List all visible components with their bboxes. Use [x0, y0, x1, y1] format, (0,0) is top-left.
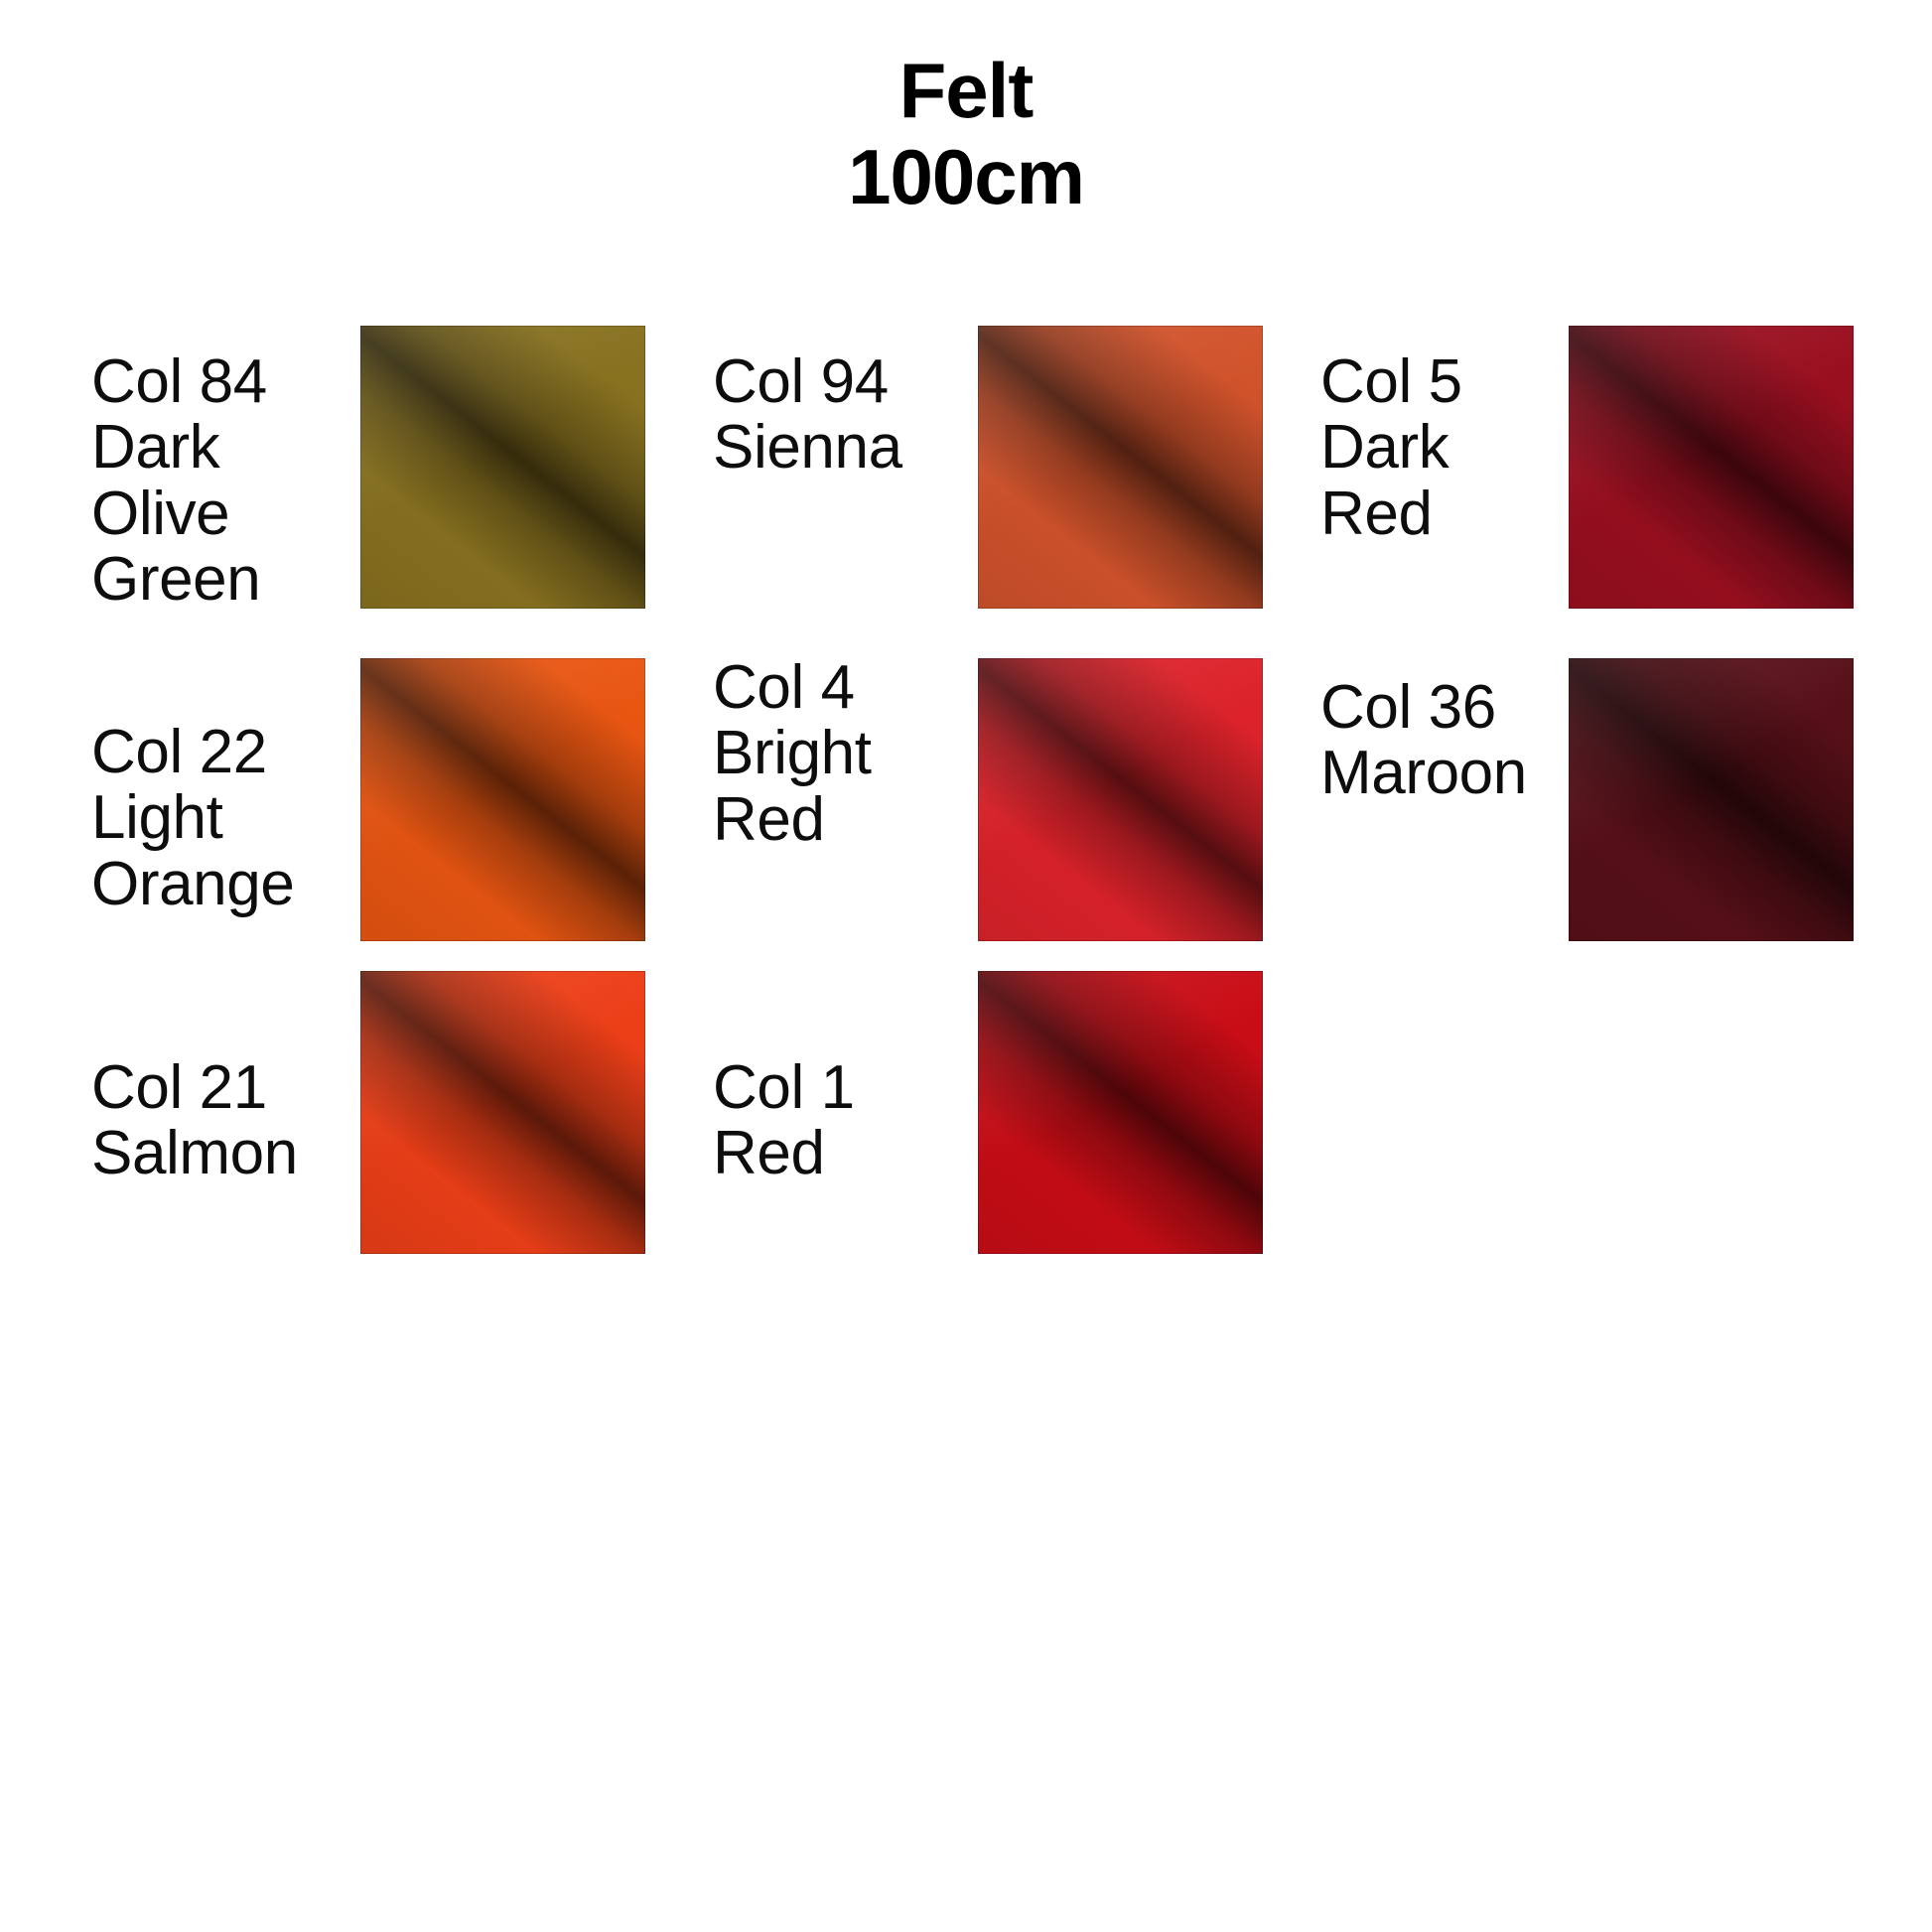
swatch-label-col-5: Col 5 Dark Red: [1320, 347, 1462, 548]
fabric-sheen: [1569, 658, 1854, 941]
swatch-color-col-4[interactable]: [978, 658, 1263, 941]
swatch-label-text: Col 36 Maroon: [1320, 673, 1527, 808]
swatch-edge: [1569, 326, 1854, 609]
swatch-label-col-94: Col 94 Sienna: [713, 347, 902, 483]
fabric-sheen: [360, 658, 645, 941]
fabric-fold-shadow: [1569, 326, 1854, 609]
fabric-sheen: [978, 326, 1263, 609]
swatch-label-text: Col 21 Salmon: [91, 1053, 298, 1188]
swatch-edge: [360, 658, 645, 941]
title-line-product: Felt: [898, 47, 1035, 134]
fabric-sheen: [360, 971, 645, 1254]
swatch-label-text: Col 5 Dark Red: [1320, 347, 1462, 548]
swatch-color-col-36[interactable]: [1569, 658, 1854, 941]
swatch-edge: [978, 971, 1263, 1254]
swatch-label-col-1: Col 1 Red: [713, 1053, 855, 1188]
fabric-sheen: [1569, 326, 1854, 609]
fabric-fold-shadow: [978, 658, 1263, 941]
fabric-fold-shadow: [360, 658, 645, 941]
swatch-edge: [360, 326, 645, 609]
swatch-label-text: Col 1 Red: [713, 1053, 855, 1188]
fabric-sheen: [978, 971, 1263, 1254]
swatch-label-text: Col 4 Bright Red: [713, 653, 872, 854]
fabric-fold-shadow: [360, 971, 645, 1254]
swatch-color-col-21[interactable]: [360, 971, 645, 1254]
swatch-edge: [360, 971, 645, 1254]
swatch-label-text: Col 94 Sienna: [713, 347, 902, 483]
swatch-label-col-22: Col 22 Light Orange: [91, 718, 295, 918]
fabric-sheen: [360, 326, 645, 609]
fabric-fold-shadow: [360, 326, 645, 609]
swatch-color-col-1[interactable]: [978, 971, 1263, 1254]
swatch-label-col-84: Col 84 Dark Olive Green: [91, 347, 267, 614]
swatch-edge: [978, 326, 1263, 609]
swatch-edge: [978, 658, 1263, 941]
fabric-sheen: [978, 658, 1263, 941]
swatch-label-text: Col 84 Dark Olive Green: [91, 347, 267, 614]
fabric-fold-shadow: [978, 971, 1263, 1254]
swatch-label-col-36: Col 36 Maroon: [1320, 673, 1527, 808]
swatch-label-text: Col 22 Light Orange: [91, 718, 295, 918]
swatch-color-col-22[interactable]: [360, 658, 645, 941]
swatch-color-col-94[interactable]: [978, 326, 1263, 609]
swatch-label-col-4: Col 4 Bright Red: [713, 653, 872, 854]
swatch-color-col-84[interactable]: [360, 326, 645, 609]
swatch-label-col-21: Col 21 Salmon: [91, 1053, 298, 1188]
title-line-width: 100cm: [848, 133, 1085, 221]
fabric-fold-shadow: [978, 326, 1263, 609]
swatch-edge: [1569, 658, 1854, 941]
page-title: Felt 100cm: [0, 47, 1932, 221]
swatch-color-col-5[interactable]: [1569, 326, 1854, 609]
fabric-fold-shadow: [1569, 658, 1854, 941]
